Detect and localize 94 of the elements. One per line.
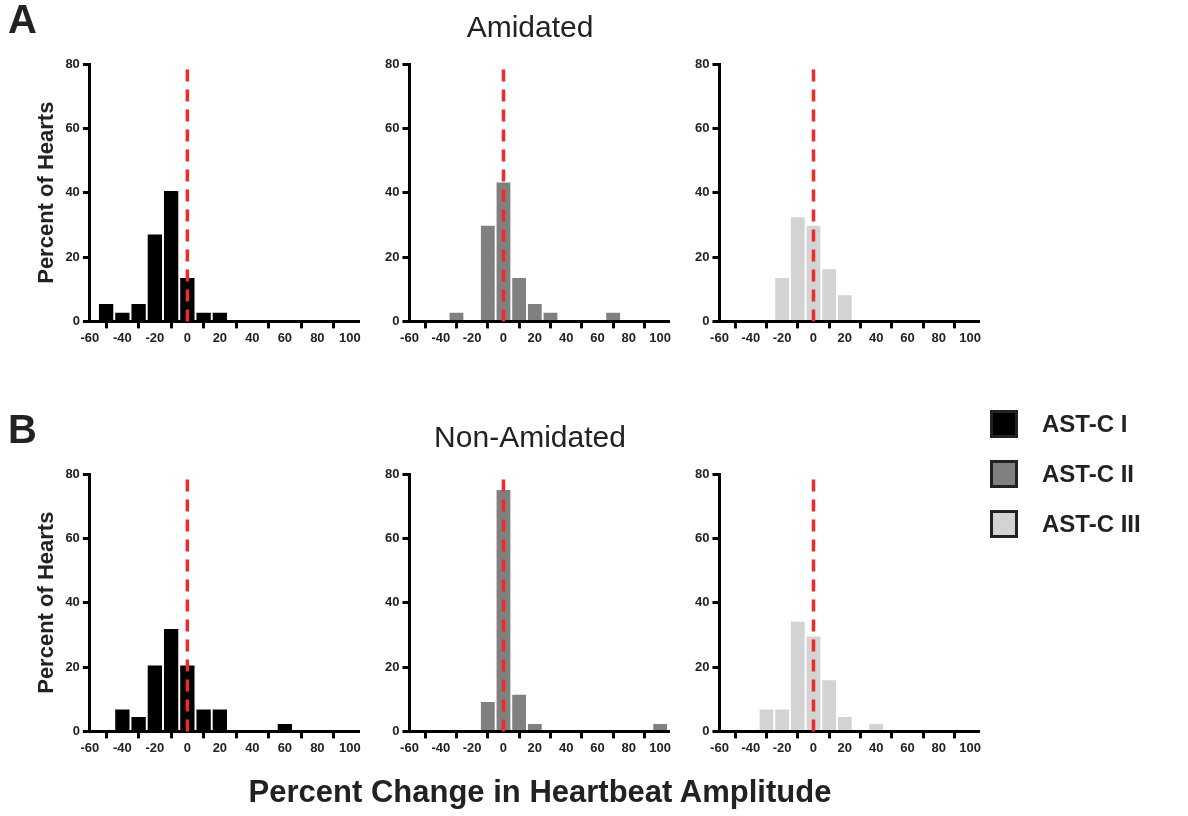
- y-tick-label: 80: [694, 55, 710, 71]
- legend-label: AST-C II: [1042, 460, 1135, 488]
- y-tick-label: 80: [384, 465, 400, 481]
- y-tick-label: 80: [65, 55, 80, 71]
- x-tick-label: -60: [80, 329, 100, 345]
- x-tick-label: 80: [621, 739, 637, 755]
- x-tick-label: 0: [183, 739, 191, 755]
- y-tick-label: 0: [702, 722, 710, 738]
- x-tick-label: 0: [499, 739, 508, 755]
- y-tick-label: 60: [694, 529, 710, 545]
- chart-title: Amidated: [465, 10, 595, 44]
- y-tick-label: 80: [694, 465, 710, 481]
- x-tick-label: 20: [527, 739, 543, 755]
- x-tick-label: -60: [80, 739, 100, 755]
- x-tick-label: -20: [462, 739, 482, 755]
- x-tick-label: 40: [558, 739, 574, 755]
- x-tick-label: 60: [900, 739, 915, 755]
- y-tick-label: 0: [72, 722, 80, 738]
- x-tick-label: -20: [462, 329, 482, 345]
- y-axis-title: Percent of Hearts: [33, 101, 59, 284]
- x-tick-label: -20: [772, 329, 792, 345]
- x-tick-label: -20: [145, 739, 165, 755]
- y-tick-label: 60: [384, 529, 400, 545]
- x-tick-label: 80: [931, 739, 947, 755]
- x-tick-label: 20: [837, 329, 853, 345]
- y-tick-label: 40: [65, 594, 80, 610]
- x-tick-label: 40: [558, 329, 574, 345]
- x-tick-label: 0: [809, 329, 818, 345]
- y-tick-label: 40: [384, 184, 400, 200]
- legend-label: AST-C I: [1042, 410, 1128, 438]
- y-tick-label: 0: [392, 312, 400, 328]
- legend-label: AST-C III: [1042, 510, 1141, 538]
- y-tick-label: 60: [65, 119, 80, 135]
- x-tick-label: 80: [310, 739, 325, 755]
- x-tick-label: -20: [145, 329, 165, 345]
- text: B: [8, 407, 37, 452]
- y-tick-label: 20: [65, 658, 80, 674]
- x-tick-label: 80: [621, 329, 637, 345]
- chart-title: Non-Amidated: [433, 420, 627, 454]
- x-tick-label: -60: [400, 329, 419, 345]
- x-tick-label: 20: [212, 739, 228, 755]
- x-tick-label: -40: [431, 739, 451, 755]
- y-tick-label: 20: [65, 248, 80, 264]
- x-tick-label: 0: [499, 329, 508, 345]
- x-tick-label: 100: [339, 739, 361, 755]
- y-tick-label: 60: [694, 119, 710, 135]
- x-tick-label: 80: [931, 329, 947, 345]
- x-tick-label: 40: [868, 329, 884, 345]
- x-tick-label: -40: [741, 329, 761, 345]
- y-tick-label: 20: [694, 658, 710, 674]
- x-tick-label: -20: [772, 739, 792, 755]
- y-tick-label: 0: [702, 312, 710, 328]
- x-tick-label: 100: [649, 739, 672, 755]
- y-tick-label: 20: [694, 248, 710, 264]
- y-tick-label: 0: [392, 722, 400, 738]
- x-tick-label: 60: [590, 739, 605, 755]
- y-tick-label: 40: [694, 594, 710, 610]
- y-tick-label: 0: [72, 312, 80, 328]
- x-tick-label: -40: [112, 739, 132, 755]
- y-tick-label: 80: [384, 55, 400, 71]
- x-tick-label: 40: [868, 739, 884, 755]
- x-tick-label: -40: [112, 329, 132, 345]
- y-tick-label: 40: [694, 184, 710, 200]
- x-tick-label: 60: [900, 329, 915, 345]
- x-tick-label: 20: [212, 329, 228, 345]
- y-tick-label: 60: [384, 119, 400, 135]
- x-tick-label: 20: [527, 329, 543, 345]
- y-axis-title: Percent of Hearts: [33, 511, 59, 694]
- x-tick-label: 100: [339, 329, 361, 345]
- x-tick-label: 0: [183, 329, 191, 345]
- x-tick-label: -60: [710, 329, 729, 345]
- y-tick-label: 40: [384, 594, 400, 610]
- x-tick-label: -40: [431, 329, 451, 345]
- x-tick-label: 60: [277, 739, 293, 755]
- x-tick-label: 20: [837, 739, 853, 755]
- y-tick-label: 20: [384, 248, 400, 264]
- x-tick-label: 40: [245, 329, 260, 345]
- y-tick-label: 40: [65, 184, 80, 200]
- x-tick-label: -40: [741, 739, 761, 755]
- x-tick-label: -60: [400, 739, 419, 755]
- text: A: [8, 0, 37, 42]
- x-tick-label: 60: [277, 329, 293, 345]
- x-tick-label: 0: [809, 739, 818, 755]
- x-tick-label: 100: [649, 329, 672, 345]
- x-tick-label: 100: [959, 739, 982, 755]
- y-tick-label: 60: [65, 529, 80, 545]
- x-tick-label: 100: [959, 329, 982, 345]
- x-tick-label: -60: [710, 739, 729, 755]
- x-tick-label: 60: [590, 329, 605, 345]
- y-tick-label: 80: [65, 465, 80, 481]
- x-tick-label: 80: [310, 329, 325, 345]
- x-axis-title: Percent Change in Heartbeat Amplitude: [247, 774, 833, 810]
- x-tick-label: 40: [245, 739, 260, 755]
- y-tick-label: 20: [384, 658, 400, 674]
